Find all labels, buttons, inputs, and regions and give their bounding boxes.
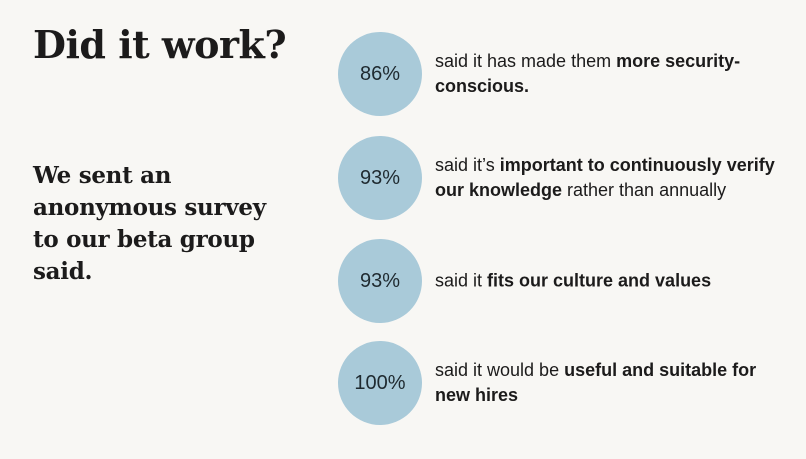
stat-item: 93% said it’s important to continuously …: [338, 136, 798, 220]
stat-text-bold: important to continuously verify our kno…: [435, 155, 775, 200]
stat-value: 86%: [359, 62, 401, 85]
stat-item: 86% said it has made them more security-…: [338, 32, 798, 116]
stat-text-bold: fits our culture and values: [487, 270, 712, 291]
stat-text-after: rather than annually: [562, 180, 727, 200]
stat-text-plain: said it would be: [435, 360, 565, 380]
stat-text-bold: useful and suitable for new hires: [435, 360, 757, 405]
stat-value: 93%: [359, 166, 401, 189]
stat-text: said it’s important to continuously veri…: [435, 153, 785, 203]
stat-text-plain: said it: [435, 270, 488, 291]
stat-text: said it would be useful and suitable for…: [435, 358, 785, 408]
stat-circle: 100%: [338, 341, 422, 425]
stat-circle: 93%: [338, 136, 422, 220]
stat-text-plain: said it has made them: [435, 51, 617, 71]
stat-value: 93%: [359, 269, 401, 292]
stat-text: said it has made them more security-cons…: [435, 49, 785, 99]
survey-description: We sent an anonymous survey to our beta …: [33, 162, 266, 285]
stat-value: 100%: [354, 371, 406, 394]
stat-circle: 86%: [338, 32, 422, 116]
stat-text: said it fits our culture and values: [435, 269, 785, 294]
stat-text-bold: more security-conscious.: [435, 51, 741, 96]
stat-circle: 93%: [338, 239, 422, 323]
stat-text-plain: said it’s: [435, 155, 500, 175]
stat-item: 93% said it fits our culture and values: [338, 239, 798, 323]
stat-item: 100% said it would be useful and suitabl…: [338, 341, 798, 425]
page-title: Did it work?: [33, 22, 287, 67]
